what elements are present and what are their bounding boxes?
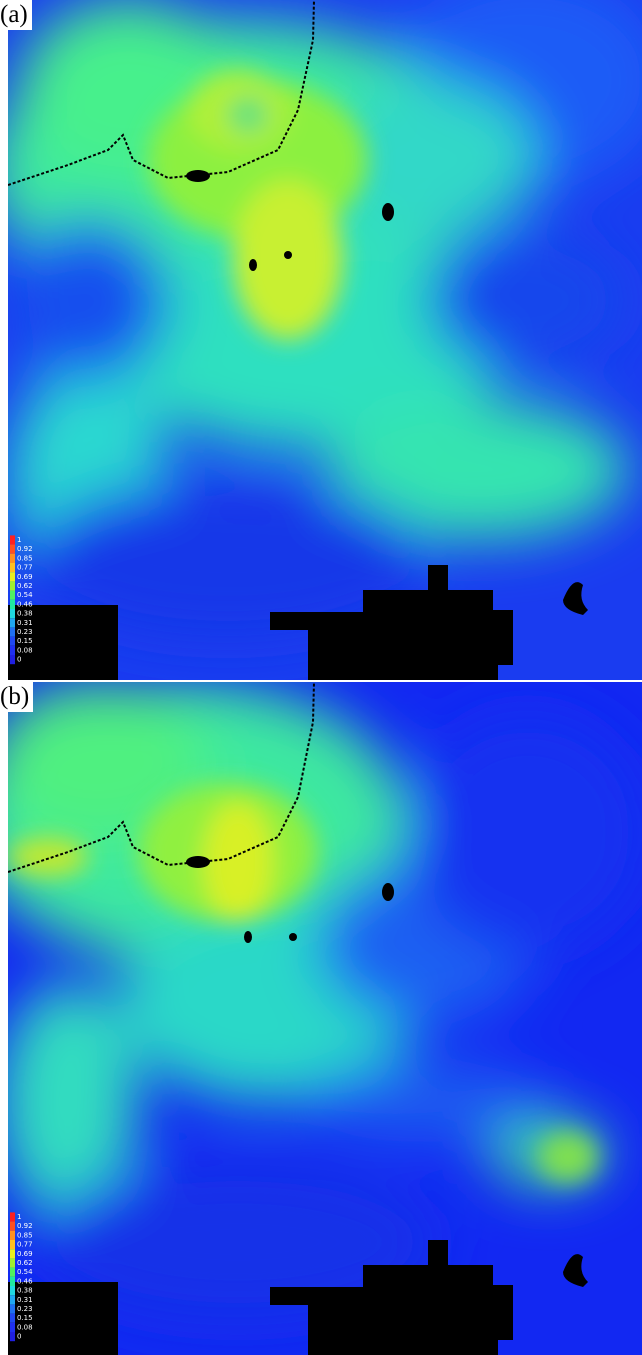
legend-label: 0: [17, 656, 21, 664]
legend-swatch: [10, 1322, 15, 1332]
legend-label: 0.23: [17, 628, 33, 636]
legend-swatch: [10, 590, 15, 600]
legend-swatch: [10, 1295, 15, 1305]
legend-label: 1: [17, 1213, 21, 1221]
legend-label: 0.69: [17, 1250, 33, 1258]
legend-label: 0.92: [17, 545, 33, 553]
legend-swatch: [10, 1267, 15, 1277]
legend-label: 0.54: [17, 1268, 33, 1276]
legend-label: 0.23: [17, 1305, 33, 1313]
legend-label: 0.08: [17, 1323, 33, 1331]
legend-label: 0.38: [17, 610, 33, 618]
legend-swatch: [10, 1221, 15, 1231]
legend-swatch: [10, 1212, 15, 1222]
legend: 10.920.85 0.770.690.620.540.46 0.380.310.2…: [10, 1212, 33, 1342]
legend-swatch: [10, 563, 15, 573]
legend-swatch: [10, 1240, 15, 1250]
map-panel: 10.920.85 0.770.690.620.540.46 0.380.310.2…: [8, 0, 642, 680]
map-panel: 10.920.85 0.770.690.620.540.46 0.380.310.2…: [8, 682, 642, 1355]
legend-label: 0.62: [17, 582, 33, 590]
legend-label: 0.62: [17, 1259, 33, 1267]
legend-swatch: [10, 572, 15, 582]
legend-label: 0.85: [17, 1231, 33, 1239]
legend-label: 0.46: [17, 1277, 33, 1285]
legend-label: 0.15: [17, 637, 33, 645]
legend-label: 0.31: [17, 1296, 33, 1304]
legend-swatch: [10, 636, 15, 646]
legend-swatch: [10, 609, 15, 619]
legend-label: 0.46: [17, 600, 33, 608]
legend-label: 0.85: [17, 554, 33, 562]
legend-label: 0.38: [17, 1287, 33, 1295]
legend-swatch: [10, 535, 15, 545]
legend-swatch: [10, 1258, 15, 1268]
legend: 10.920.85 0.770.690.620.540.46 0.380.310.2…: [10, 535, 33, 665]
legend-swatch: [10, 1304, 15, 1314]
panel-label: (a): [0, 0, 32, 30]
legend-swatch: [10, 645, 15, 655]
legend-swatch: [10, 1230, 15, 1240]
legend-swatch: [10, 544, 15, 554]
legend-swatch: [10, 1249, 15, 1259]
legend-swatch: [10, 655, 15, 665]
legend-swatch: [10, 1286, 15, 1296]
legend-swatch: [10, 581, 15, 591]
panel-label: (b): [0, 682, 34, 712]
legend-swatch: [10, 553, 15, 563]
legend-label: 0.92: [17, 1222, 33, 1230]
legend-swatch: [10, 627, 15, 637]
legend-label: 0.69: [17, 573, 33, 581]
legend-label: 0.54: [17, 591, 33, 599]
legend-swatch: [10, 1332, 15, 1342]
legend-swatch: [10, 599, 15, 609]
legend-label: 0.77: [17, 1241, 33, 1249]
legend-label: 0.31: [17, 619, 33, 627]
legend-swatch: [10, 1276, 15, 1286]
legend-swatch: [10, 1313, 15, 1323]
legend-label: 0.08: [17, 646, 33, 654]
legend-label: 0.15: [17, 1314, 33, 1322]
legend-label: 0.77: [17, 564, 33, 572]
legend-label: 0: [17, 1333, 21, 1341]
legend-swatch: [10, 618, 15, 628]
legend-label: 1: [17, 536, 21, 544]
